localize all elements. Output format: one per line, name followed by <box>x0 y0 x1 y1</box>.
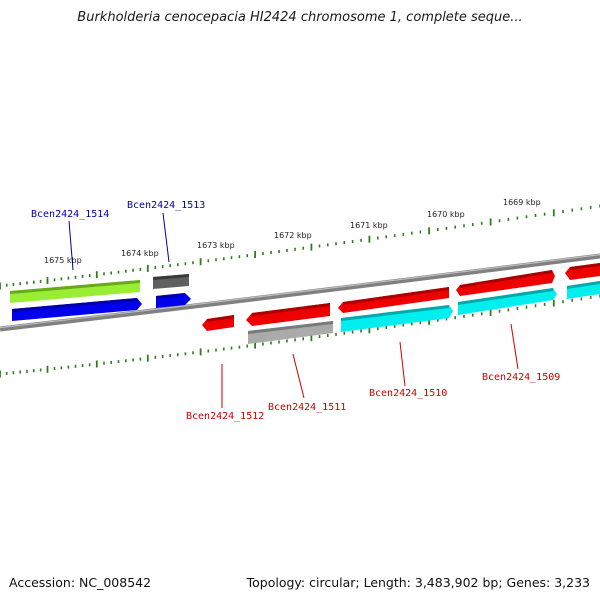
scale-label-1675: 1675 kbp <box>44 256 82 265</box>
scale-label-1674: 1674 kbp <box>121 249 159 258</box>
gene-label-1512[interactable]: Bcen2424_1512 <box>186 411 264 422</box>
gene-label-1513[interactable]: Bcen2424_1513 <box>127 200 205 211</box>
gene-label-1510[interactable]: Bcen2424_1510 <box>369 388 447 399</box>
leader-line-1513 <box>162 212 170 263</box>
lower-scale-ticks <box>0 294 600 378</box>
scale-label-1672: 1672 kbp <box>274 231 312 240</box>
gene-label-1511[interactable]: Bcen2424_1511 <box>268 402 346 413</box>
leader-line-1510 <box>399 341 406 387</box>
map-title: Burkholderia cenocepacia HI2424 chromoso… <box>77 10 523 25</box>
chromosome-backbone <box>0 253 600 332</box>
gene-label-1509[interactable]: Bcen2424_1509 <box>482 372 560 383</box>
scale-label-1673: 1673 kbp <box>197 241 235 250</box>
scale-label-1669: 1669 kbp <box>503 198 541 207</box>
gene-1511-red-feature[interactable] <box>246 303 330 326</box>
leader-line-1511 <box>292 353 305 399</box>
leader-line-1514 <box>68 220 74 271</box>
gene-1510-cyan-feature[interactable] <box>341 305 453 332</box>
accession-label: Accession: NC_008542 <box>9 575 152 590</box>
scale-label-1671: 1671 kbp <box>350 221 388 230</box>
gene-label-1514[interactable]: Bcen2424_1514 <box>31 209 109 220</box>
gene-1511-gray-feature[interactable] <box>248 321 333 344</box>
upper-scale-ticks <box>0 204 600 290</box>
leader-line-1509 <box>510 323 519 370</box>
gene-1514-blue-feature[interactable] <box>12 298 142 321</box>
gene-1509-cyan-feature[interactable] <box>458 288 557 315</box>
topology-label: Topology: circular; Length: 3,483,902 bp… <box>246 575 590 590</box>
scale-label-1670: 1670 kbp <box>427 210 465 219</box>
